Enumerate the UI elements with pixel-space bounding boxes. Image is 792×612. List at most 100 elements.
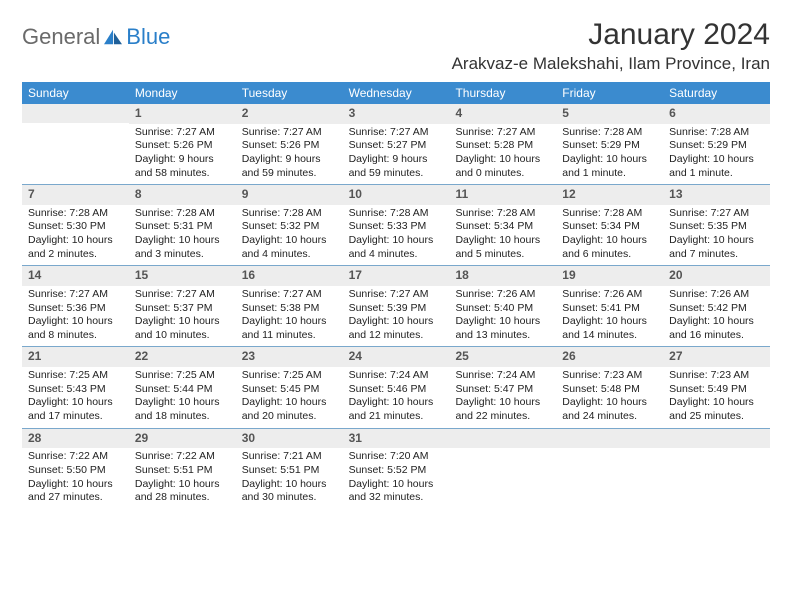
sunset-text: Sunset: 5:50 PM xyxy=(28,464,123,478)
logo: General Blue xyxy=(22,18,170,50)
logo-text-blue: Blue xyxy=(126,24,170,50)
day-cell: 26Sunrise: 7:23 AMSunset: 5:48 PMDayligh… xyxy=(556,347,663,427)
day-cell: 19Sunrise: 7:26 AMSunset: 5:41 PMDayligh… xyxy=(556,266,663,346)
week-row: 21Sunrise: 7:25 AMSunset: 5:43 PMDayligh… xyxy=(22,346,770,427)
sunrise-text: Sunrise: 7:28 AM xyxy=(455,207,550,221)
sunset-text: Sunset: 5:27 PM xyxy=(349,139,444,153)
day-cell: 23Sunrise: 7:25 AMSunset: 5:45 PMDayligh… xyxy=(236,347,343,427)
day-cell: 5Sunrise: 7:28 AMSunset: 5:29 PMDaylight… xyxy=(556,104,663,184)
day-details: Sunrise: 7:27 AMSunset: 5:38 PMDaylight:… xyxy=(236,286,343,347)
day-number: 11 xyxy=(449,185,556,205)
sunset-text: Sunset: 5:47 PM xyxy=(455,383,550,397)
day-number: 8 xyxy=(129,185,236,205)
day-number: 15 xyxy=(129,266,236,286)
day-number: 12 xyxy=(556,185,663,205)
sunrise-text: Sunrise: 7:22 AM xyxy=(135,450,230,464)
logo-text-general: General xyxy=(22,24,100,50)
sunrise-text: Sunrise: 7:26 AM xyxy=(455,288,550,302)
day-number xyxy=(556,429,663,448)
sunrise-text: Sunrise: 7:28 AM xyxy=(669,126,764,140)
daylight-text: Daylight: 10 hours and 12 minutes. xyxy=(349,315,444,342)
sunset-text: Sunset: 5:41 PM xyxy=(562,302,657,316)
day-number: 26 xyxy=(556,347,663,367)
sunset-text: Sunset: 5:43 PM xyxy=(28,383,123,397)
day-number: 9 xyxy=(236,185,343,205)
daylight-text: Daylight: 10 hours and 17 minutes. xyxy=(28,396,123,423)
day-details: Sunrise: 7:28 AMSunset: 5:31 PMDaylight:… xyxy=(129,205,236,266)
sunrise-text: Sunrise: 7:28 AM xyxy=(562,126,657,140)
sunset-text: Sunset: 5:44 PM xyxy=(135,383,230,397)
day-cell: 18Sunrise: 7:26 AMSunset: 5:40 PMDayligh… xyxy=(449,266,556,346)
daylight-text: Daylight: 10 hours and 16 minutes. xyxy=(669,315,764,342)
daylight-text: Daylight: 10 hours and 1 minute. xyxy=(562,153,657,180)
day-number: 25 xyxy=(449,347,556,367)
day-cell xyxy=(663,429,770,509)
day-number: 27 xyxy=(663,347,770,367)
day-cell: 27Sunrise: 7:23 AMSunset: 5:49 PMDayligh… xyxy=(663,347,770,427)
sunrise-text: Sunrise: 7:28 AM xyxy=(562,207,657,221)
sunrise-text: Sunrise: 7:27 AM xyxy=(28,288,123,302)
day-cell: 29Sunrise: 7:22 AMSunset: 5:51 PMDayligh… xyxy=(129,429,236,509)
daylight-text: Daylight: 10 hours and 4 minutes. xyxy=(242,234,337,261)
daylight-text: Daylight: 10 hours and 3 minutes. xyxy=(135,234,230,261)
sunrise-text: Sunrise: 7:27 AM xyxy=(669,207,764,221)
weeks-container: 1Sunrise: 7:27 AMSunset: 5:26 PMDaylight… xyxy=(22,104,770,509)
day-number: 2 xyxy=(236,104,343,124)
day-details: Sunrise: 7:26 AMSunset: 5:42 PMDaylight:… xyxy=(663,286,770,347)
sunset-text: Sunset: 5:29 PM xyxy=(669,139,764,153)
day-details: Sunrise: 7:20 AMSunset: 5:52 PMDaylight:… xyxy=(343,448,450,509)
week-row: 7Sunrise: 7:28 AMSunset: 5:30 PMDaylight… xyxy=(22,184,770,265)
sunrise-text: Sunrise: 7:23 AM xyxy=(669,369,764,383)
daylight-text: Daylight: 10 hours and 2 minutes. xyxy=(28,234,123,261)
day-cell: 21Sunrise: 7:25 AMSunset: 5:43 PMDayligh… xyxy=(22,347,129,427)
daylight-text: Daylight: 10 hours and 22 minutes. xyxy=(455,396,550,423)
sunrise-text: Sunrise: 7:23 AM xyxy=(562,369,657,383)
day-cell: 15Sunrise: 7:27 AMSunset: 5:37 PMDayligh… xyxy=(129,266,236,346)
day-cell: 12Sunrise: 7:28 AMSunset: 5:34 PMDayligh… xyxy=(556,185,663,265)
sunrise-text: Sunrise: 7:27 AM xyxy=(135,288,230,302)
daylight-text: Daylight: 9 hours and 58 minutes. xyxy=(135,153,230,180)
sunset-text: Sunset: 5:36 PM xyxy=(28,302,123,316)
logo-sail-icon xyxy=(102,28,124,46)
day-details: Sunrise: 7:28 AMSunset: 5:30 PMDaylight:… xyxy=(22,205,129,266)
day-number: 21 xyxy=(22,347,129,367)
sunrise-text: Sunrise: 7:27 AM xyxy=(349,126,444,140)
daylight-text: Daylight: 10 hours and 8 minutes. xyxy=(28,315,123,342)
day-cell: 4Sunrise: 7:27 AMSunset: 5:28 PMDaylight… xyxy=(449,104,556,184)
day-details: Sunrise: 7:27 AMSunset: 5:26 PMDaylight:… xyxy=(236,124,343,185)
sunset-text: Sunset: 5:33 PM xyxy=(349,220,444,234)
sunset-text: Sunset: 5:48 PM xyxy=(562,383,657,397)
sunset-text: Sunset: 5:26 PM xyxy=(242,139,337,153)
month-title: January 2024 xyxy=(452,18,770,52)
day-number: 18 xyxy=(449,266,556,286)
sunset-text: Sunset: 5:45 PM xyxy=(242,383,337,397)
day-details: Sunrise: 7:27 AMSunset: 5:26 PMDaylight:… xyxy=(129,124,236,185)
day-details: Sunrise: 7:28 AMSunset: 5:33 PMDaylight:… xyxy=(343,205,450,266)
sunset-text: Sunset: 5:40 PM xyxy=(455,302,550,316)
day-cell: 20Sunrise: 7:26 AMSunset: 5:42 PMDayligh… xyxy=(663,266,770,346)
day-number: 4 xyxy=(449,104,556,124)
sunrise-text: Sunrise: 7:24 AM xyxy=(455,369,550,383)
weekday-header: Monday xyxy=(129,82,236,104)
daylight-text: Daylight: 10 hours and 32 minutes. xyxy=(349,478,444,505)
sunset-text: Sunset: 5:29 PM xyxy=(562,139,657,153)
day-number: 20 xyxy=(663,266,770,286)
day-number: 3 xyxy=(343,104,450,124)
week-row: 14Sunrise: 7:27 AMSunset: 5:36 PMDayligh… xyxy=(22,265,770,346)
day-number: 17 xyxy=(343,266,450,286)
day-number: 7 xyxy=(22,185,129,205)
daylight-text: Daylight: 10 hours and 11 minutes. xyxy=(242,315,337,342)
sunrise-text: Sunrise: 7:27 AM xyxy=(349,288,444,302)
day-details: Sunrise: 7:28 AMSunset: 5:32 PMDaylight:… xyxy=(236,205,343,266)
sunrise-text: Sunrise: 7:27 AM xyxy=(242,126,337,140)
day-details: Sunrise: 7:27 AMSunset: 5:27 PMDaylight:… xyxy=(343,124,450,185)
sunset-text: Sunset: 5:49 PM xyxy=(669,383,764,397)
weekday-header: Saturday xyxy=(663,82,770,104)
day-details: Sunrise: 7:26 AMSunset: 5:40 PMDaylight:… xyxy=(449,286,556,347)
sunset-text: Sunset: 5:30 PM xyxy=(28,220,123,234)
daylight-text: Daylight: 10 hours and 30 minutes. xyxy=(242,478,337,505)
sunset-text: Sunset: 5:38 PM xyxy=(242,302,337,316)
sunrise-text: Sunrise: 7:26 AM xyxy=(562,288,657,302)
day-details: Sunrise: 7:23 AMSunset: 5:48 PMDaylight:… xyxy=(556,367,663,428)
sunrise-text: Sunrise: 7:28 AM xyxy=(242,207,337,221)
